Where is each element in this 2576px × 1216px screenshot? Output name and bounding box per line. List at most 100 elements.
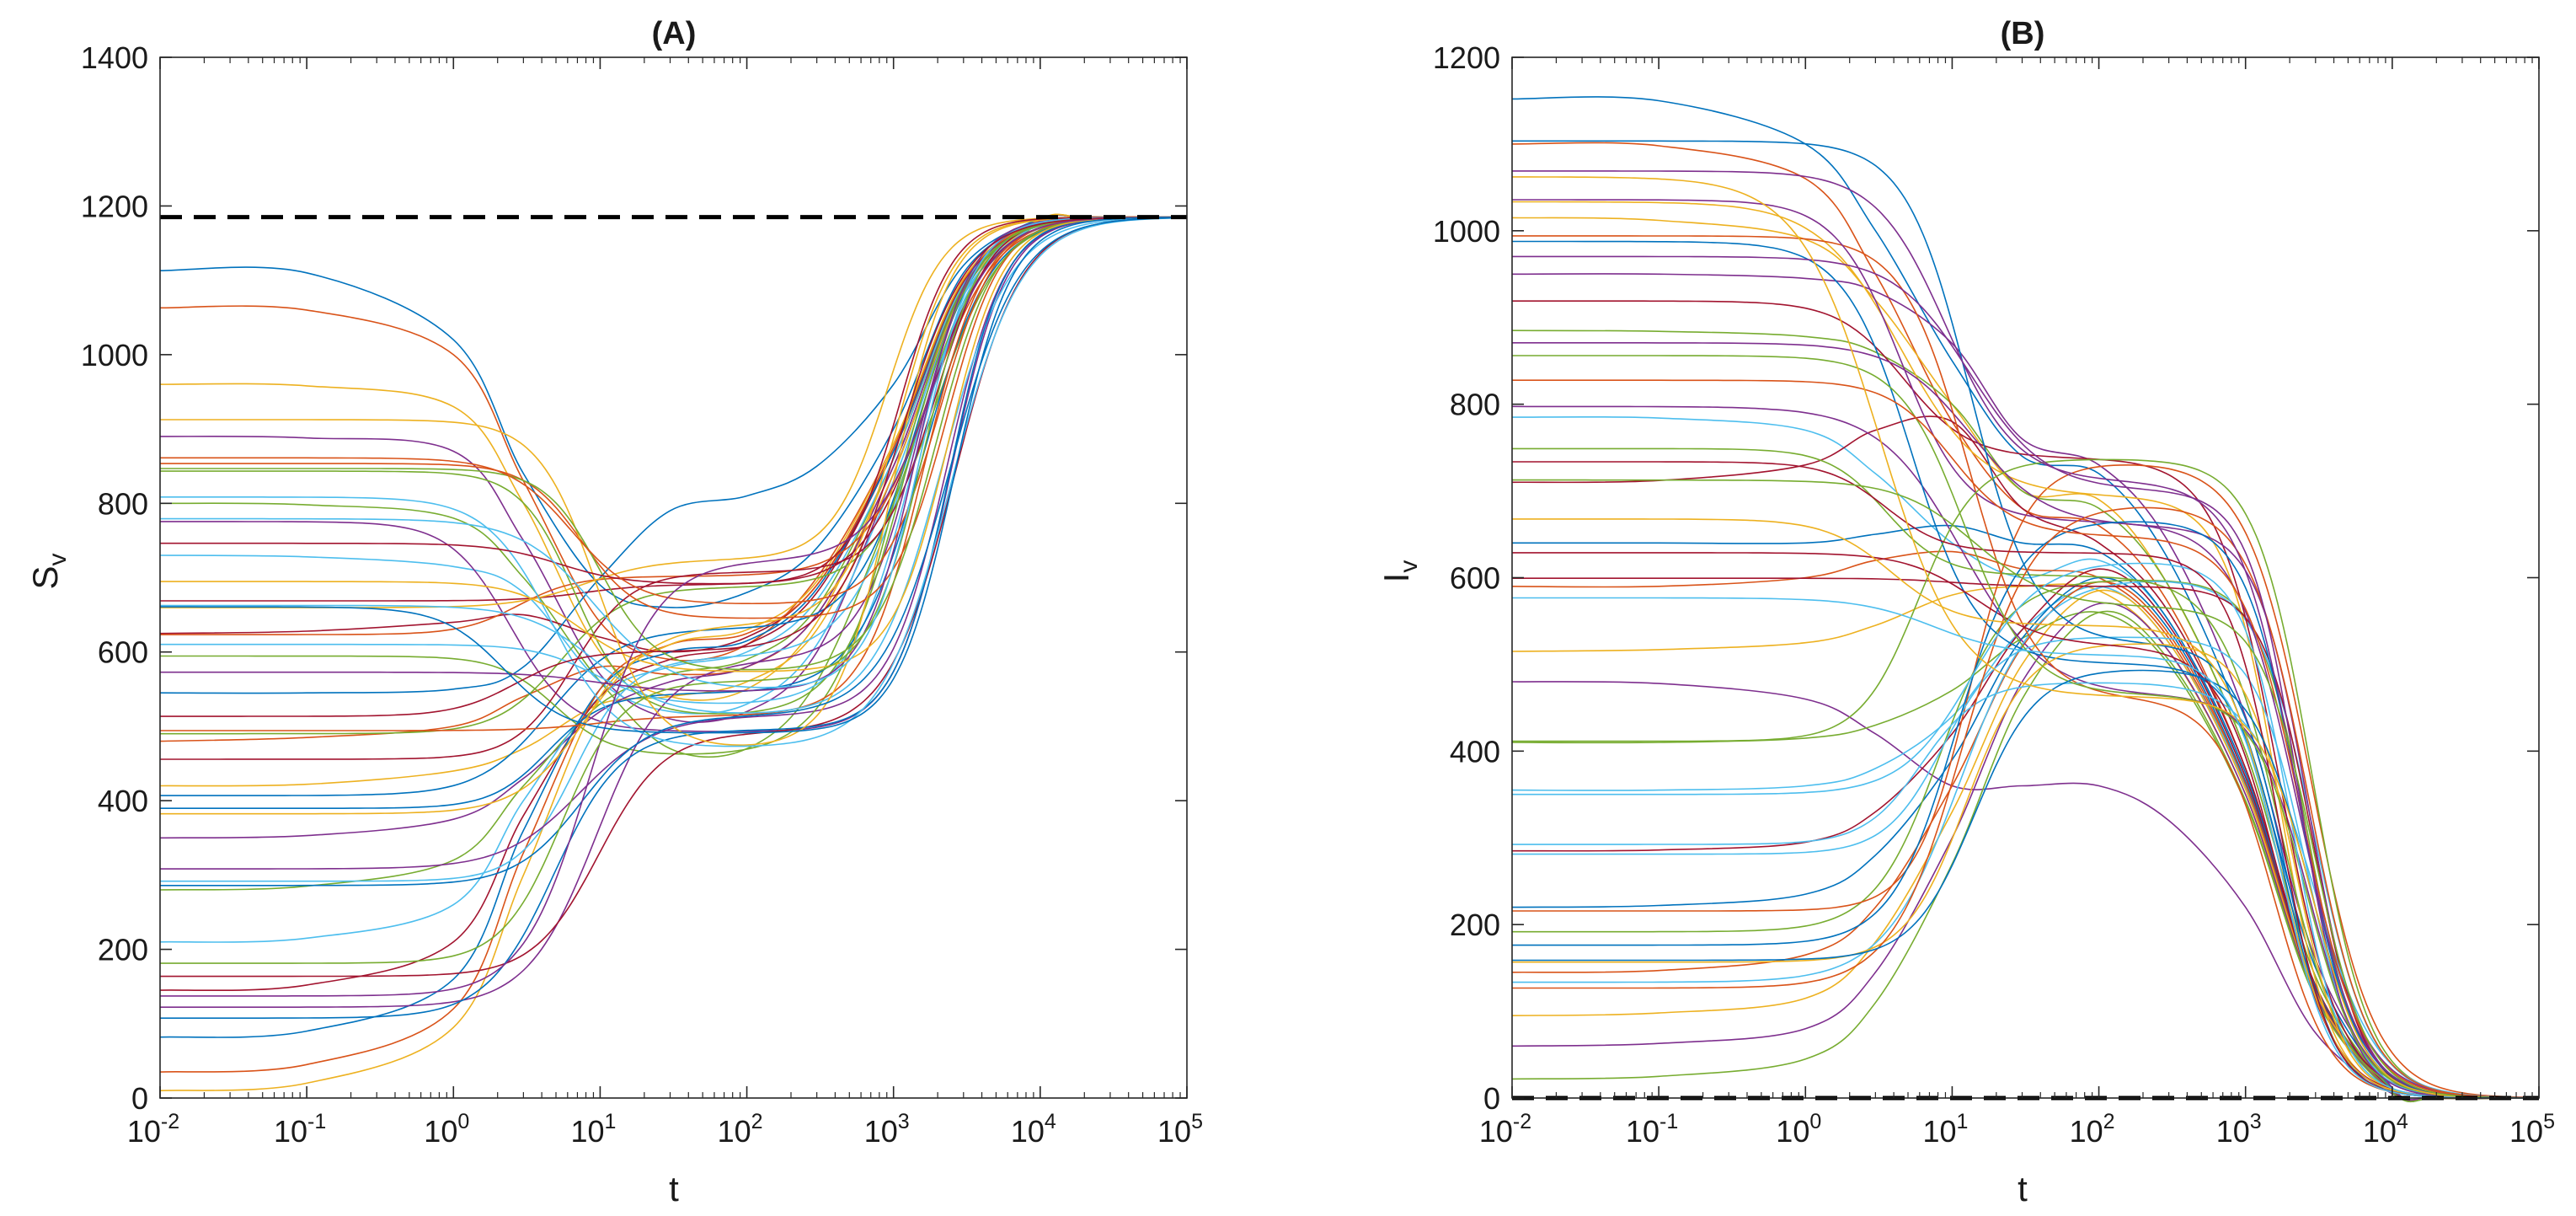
panel-a-trajectory-line bbox=[159, 216, 1173, 964]
x-tick-label-base: 10 bbox=[864, 1114, 898, 1149]
x-tick-label-base: 10 bbox=[274, 1114, 307, 1149]
panel-b-trajectory-line bbox=[1512, 562, 2525, 1099]
y-tick-label: 0 bbox=[1483, 1081, 1500, 1116]
panel-b-trajectory-line bbox=[1512, 579, 2525, 1099]
panel-b-trajectory-line bbox=[1511, 201, 2525, 1099]
y-tick-label: 1400 bbox=[81, 40, 148, 75]
panel-a-y-axis-label: Sv bbox=[25, 553, 72, 589]
y-tick-label: 400 bbox=[1450, 734, 1500, 769]
y-tick-label: 800 bbox=[1450, 388, 1500, 422]
panel-b-trajectory-line bbox=[1512, 463, 2525, 1098]
x-tick-label-exponent: -2 bbox=[161, 1110, 179, 1133]
panel-a-trajectory-line bbox=[159, 216, 1173, 585]
panel-b-trajectory-line bbox=[1511, 255, 2525, 1099]
panel-b-trajectory-line bbox=[1512, 379, 2525, 1099]
panel-b-trajectory-line bbox=[1512, 506, 2525, 1099]
x-tick-label: 101 bbox=[1922, 1110, 1968, 1149]
panel-b-trajectory-line bbox=[1511, 568, 2525, 1102]
panel-a-trajectory-line bbox=[160, 217, 1173, 997]
y-tick-label: 1200 bbox=[1433, 40, 1500, 75]
x-tick-label: 10-2 bbox=[1479, 1110, 1531, 1149]
panel-b-trajectory-line bbox=[1512, 524, 2525, 1102]
panel-b-trajectory-line bbox=[1511, 170, 2525, 1099]
panel-a-y-axis-label-main: S bbox=[25, 565, 65, 589]
x-tick-label: 10-1 bbox=[1626, 1110, 1678, 1149]
panel-a-trajectory-line bbox=[160, 217, 1173, 887]
x-tick-label-base: 10 bbox=[2363, 1114, 2397, 1149]
panel-b-trajectory-line bbox=[1511, 405, 2525, 1099]
x-tick-label: 103 bbox=[2216, 1110, 2262, 1149]
panel-b-trajectory-line bbox=[1511, 602, 2525, 1102]
x-tick-label-base: 10 bbox=[2070, 1114, 2103, 1149]
panel-a-trajectory-line bbox=[160, 217, 1173, 605]
x-tick-label-base: 10 bbox=[2216, 1114, 2250, 1149]
panel-b-trajectory-line bbox=[1511, 518, 2525, 1099]
y-tick-label: 200 bbox=[1450, 908, 1500, 942]
x-tick-label-base: 10 bbox=[127, 1114, 161, 1149]
x-tick-label: 100 bbox=[1776, 1110, 1821, 1149]
panel-b-trajectory-line bbox=[1511, 355, 2525, 1099]
panel-b-y-axis-label: Iv bbox=[1376, 560, 1423, 583]
panel-b-trajectory-line bbox=[1511, 479, 2525, 1099]
panel-b-y-axis-label-sub: v bbox=[1395, 560, 1423, 573]
panel-b-trajectory-line bbox=[1511, 589, 2525, 1102]
y-tick-label: 600 bbox=[98, 635, 148, 670]
panel-a-trajectory-line bbox=[159, 213, 1173, 1073]
panel-b-trajectory-line bbox=[1512, 300, 2525, 1099]
panel-b-plot: (B) 10-2 10-1 100 101 102 103 104 1050200400600… bbox=[1376, 16, 2555, 1208]
y-tick-label: 200 bbox=[98, 933, 148, 967]
panel-b-trajectory-line bbox=[1512, 447, 2525, 1099]
panel-a-trajectory-line bbox=[159, 216, 1173, 815]
panel-b-title: (B) bbox=[2001, 16, 2045, 51]
panel-b-trajectory-line bbox=[1512, 458, 2525, 1099]
y-tick-label: 1200 bbox=[81, 189, 148, 223]
y-tick-label: 600 bbox=[1450, 561, 1500, 596]
y-tick-label: 800 bbox=[98, 486, 148, 521]
panel-b-trajectories bbox=[1511, 96, 2525, 1103]
panel-a-trajectory-line bbox=[160, 217, 1173, 734]
panel-a-trajectory-line bbox=[160, 217, 1173, 732]
y-tick-label: 0 bbox=[131, 1081, 148, 1116]
x-tick-label-base: 10 bbox=[1011, 1114, 1045, 1149]
panel-b-trajectory-line bbox=[1511, 611, 2525, 1102]
x-tick-label-base: 10 bbox=[1776, 1114, 1809, 1149]
panel-a-axes-frame bbox=[159, 56, 1188, 1099]
panel-a-trajectory-line bbox=[160, 217, 1173, 672]
x-tick-label-base: 10 bbox=[570, 1114, 604, 1149]
panel-b-trajectory-line bbox=[1512, 199, 2525, 1099]
x-tick-label: 10-2 bbox=[127, 1110, 179, 1149]
x-tick-label: 10-1 bbox=[274, 1110, 326, 1149]
panel-a-trajectory-line bbox=[160, 217, 1173, 809]
panel-a-trajectory-line bbox=[159, 213, 1173, 1038]
panel-b-y-axis-label-main: I bbox=[1376, 573, 1416, 583]
panel-a-trajectory-line bbox=[159, 213, 1173, 742]
panel-a-trajectory-line bbox=[159, 217, 1173, 1020]
x-tick-label-exponent: -1 bbox=[1659, 1110, 1678, 1133]
panel-b-x-axis-label: t bbox=[2018, 1169, 2028, 1208]
x-tick-label: 105 bbox=[2509, 1110, 2555, 1149]
panel-a-trajectory-line bbox=[159, 217, 1173, 717]
x-tick-label-exponent: 1 bbox=[604, 1110, 616, 1133]
panel-a-trajectory-line bbox=[159, 214, 1173, 891]
panel-a-trajectory-line bbox=[160, 216, 1173, 746]
y-tick-label: 1000 bbox=[81, 338, 148, 372]
panel-a-trajectory-line bbox=[160, 217, 1173, 671]
panel-a-trajectory-line bbox=[160, 217, 1173, 714]
panel-a-ticks: 10-2 10-1 100 101 102 103 104 10502004006008001… bbox=[81, 40, 1203, 1149]
x-tick-label-exponent: 0 bbox=[457, 1110, 469, 1133]
panel-a-trajectories bbox=[159, 213, 1173, 1091]
panel-b-trajectory-line bbox=[1512, 581, 2525, 1099]
x-tick-label: 104 bbox=[2363, 1110, 2408, 1149]
x-tick-label-base: 10 bbox=[1157, 1114, 1191, 1149]
x-tick-label-base: 10 bbox=[1626, 1114, 1659, 1149]
panel-a-trajectory-line bbox=[159, 213, 1173, 694]
x-tick-label: 105 bbox=[1157, 1110, 1203, 1149]
x-tick-label: 100 bbox=[424, 1110, 469, 1149]
panel-a-trajectory-line bbox=[159, 216, 1173, 692]
x-tick-label-exponent: -2 bbox=[1513, 1110, 1531, 1133]
x-tick-label-exponent: 4 bbox=[1045, 1110, 1056, 1133]
panel-a-plot: (A) 10-2 10-1 100 101 102 103 104 1050200400600… bbox=[25, 16, 1203, 1208]
x-tick-label-base: 10 bbox=[718, 1114, 751, 1149]
panel-b-trajectory-line bbox=[1512, 682, 2525, 1099]
y-tick-label: 400 bbox=[98, 784, 148, 818]
